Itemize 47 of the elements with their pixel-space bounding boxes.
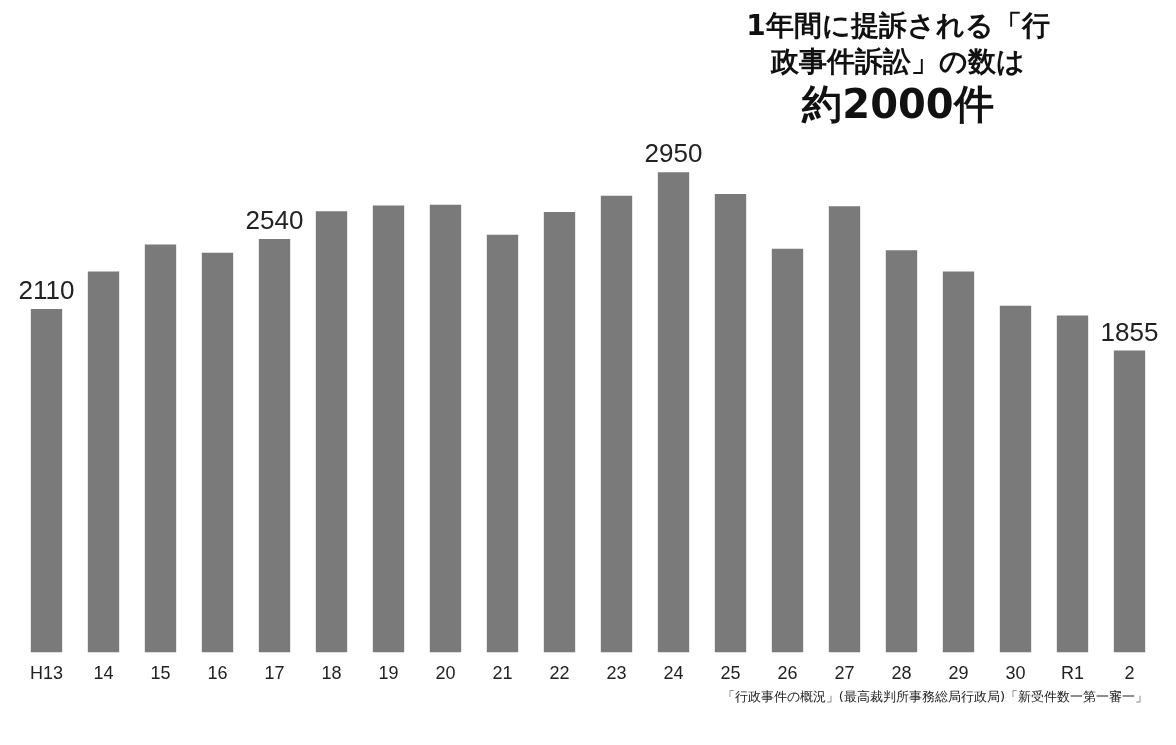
x-tick-label: 19 bbox=[378, 663, 399, 684]
x-tick-label: 24 bbox=[663, 663, 684, 684]
chart-subtitle: 約2000件 bbox=[800, 80, 995, 128]
x-tick-label: 14 bbox=[93, 663, 114, 684]
x-tick-label: 20 bbox=[435, 663, 456, 684]
data-label: 2950 bbox=[644, 138, 703, 169]
bar bbox=[258, 238, 291, 653]
bar bbox=[828, 206, 861, 653]
bar bbox=[30, 308, 63, 653]
x-tick-label: 15 bbox=[150, 663, 171, 684]
data-label: 2110 bbox=[18, 275, 75, 306]
x-tick-label: 25 bbox=[720, 663, 741, 684]
x-tick-label: 29 bbox=[948, 663, 969, 684]
x-tick-label: 30 bbox=[1005, 663, 1026, 684]
bar bbox=[999, 305, 1032, 653]
bar bbox=[486, 234, 519, 653]
x-tick-label: 2 bbox=[1124, 663, 1135, 684]
x-tick-label: 21 bbox=[492, 663, 513, 684]
chart-title: 1年間に提訴される「行政事件訴訟」の数は bbox=[745, 8, 1051, 80]
data-label: 1855 bbox=[1100, 316, 1159, 347]
bar bbox=[1056, 315, 1089, 653]
x-tick-label: 17 bbox=[264, 663, 285, 684]
bar bbox=[1113, 350, 1146, 653]
bar bbox=[429, 204, 462, 653]
bar bbox=[144, 244, 177, 653]
x-tick-label: 18 bbox=[321, 663, 342, 684]
x-tick-label: R1 bbox=[1060, 663, 1085, 684]
bar bbox=[885, 250, 918, 653]
x-tick-label: H13 bbox=[29, 663, 64, 684]
bar bbox=[372, 205, 405, 653]
bar bbox=[201, 252, 234, 653]
x-tick-label: 26 bbox=[777, 663, 798, 684]
data-label: 2540 bbox=[245, 205, 304, 236]
bar bbox=[315, 211, 348, 653]
x-tick-label: 28 bbox=[891, 663, 912, 684]
bar bbox=[543, 212, 576, 653]
x-tick-label: 27 bbox=[834, 663, 855, 684]
bar bbox=[600, 195, 633, 653]
bar bbox=[714, 194, 747, 653]
bar bbox=[771, 248, 804, 653]
bar bbox=[657, 172, 690, 653]
x-tick-label: 16 bbox=[207, 663, 228, 684]
text: 「行政事件の概況」(最高裁判所事務総局行政局)「新受件数一第一審一」 bbox=[720, 688, 1149, 706]
x-tick-label: 22 bbox=[549, 663, 570, 684]
x-tick-label: 23 bbox=[606, 663, 627, 684]
bar bbox=[942, 271, 975, 653]
bar bbox=[87, 271, 120, 653]
